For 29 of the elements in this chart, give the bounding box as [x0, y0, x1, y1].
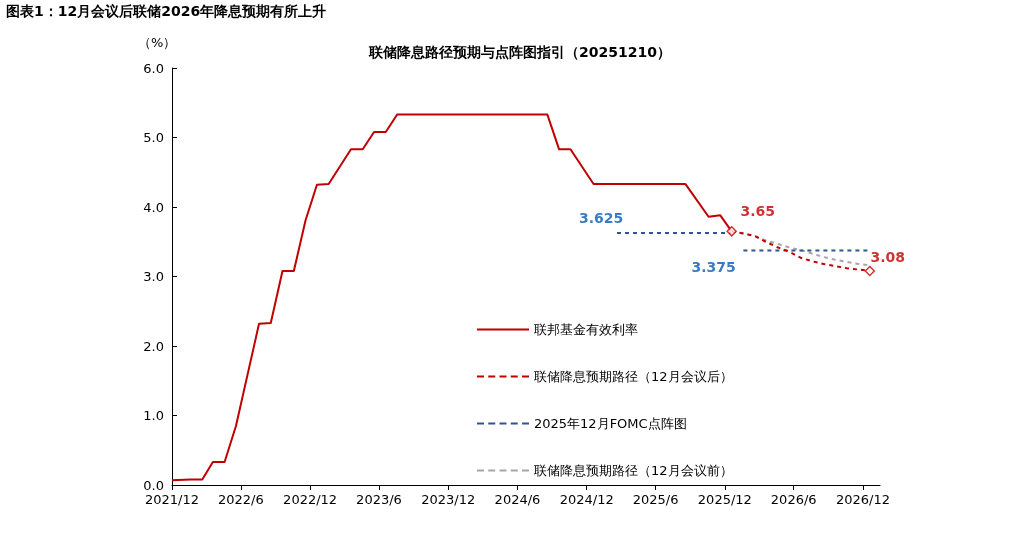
- y-tick-label: 4.0: [143, 199, 164, 215]
- x-tick-label: 2025/12: [697, 492, 752, 507]
- y-tick-label: 5.0: [143, 130, 164, 145]
- data-label: 3.65: [740, 203, 775, 220]
- data-label: 3.08: [870, 248, 906, 265]
- legend-label: 联储降息预期路径（12月会议前）: [534, 463, 733, 478]
- legend-label: 联邦基金有效利率: [534, 322, 638, 337]
- x-tick-label: 2023/6: [356, 492, 402, 507]
- chart-title: 联储降息路径预期与点阵图指引（20251210）: [368, 44, 671, 60]
- x-tick-label: 2026/12: [835, 492, 890, 507]
- y-tick-label: 6.0: [143, 60, 164, 76]
- y-axis-title: （%）: [138, 35, 177, 50]
- y-tick-label: 3.0: [143, 269, 164, 284]
- data-label: 3.375: [691, 259, 736, 276]
- y-tick-label: 2.0: [143, 338, 164, 354]
- x-tick-label: 2022/12: [283, 492, 338, 507]
- chart-subtitle: 图表1：12月会议后联储2026年降息预期有所上升: [6, 3, 327, 19]
- legend-label: 2025年12月FOMC点阵图: [534, 416, 687, 431]
- y-tick-label: 1.0: [143, 408, 164, 423]
- x-tick-label: 2025/6: [632, 492, 679, 507]
- y-tick-label: 0.0: [143, 477, 164, 493]
- x-tick-label: 2024/12: [559, 492, 614, 507]
- x-tick-label: 2021/12: [144, 492, 200, 507]
- x-tick-label: 2026/6: [770, 492, 817, 507]
- x-tick-label: 2024/6: [494, 492, 541, 507]
- legend-label: 联储降息预期路径（12月会议后）: [534, 369, 733, 384]
- x-tick-label: 2022/6: [218, 492, 264, 507]
- data-label: 3.625: [579, 210, 624, 227]
- x-tick-label: 2023/12: [421, 492, 476, 507]
